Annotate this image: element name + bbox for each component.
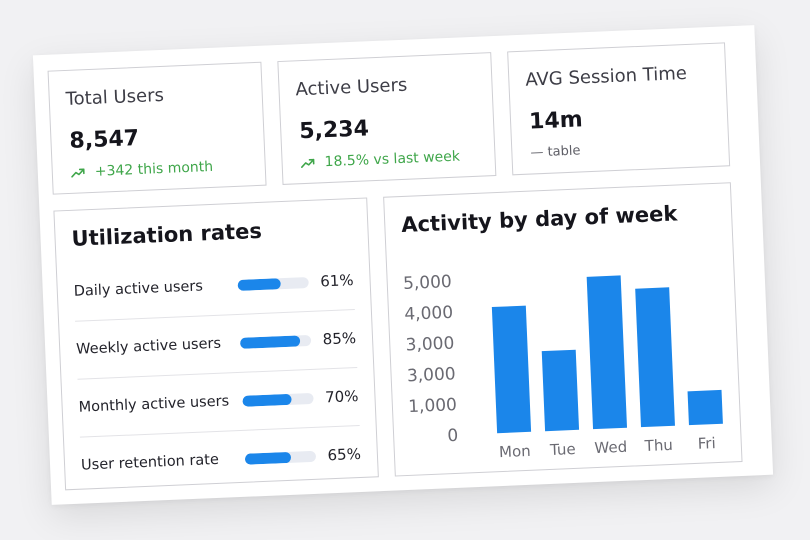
utilization-percent: 70% <box>324 386 359 407</box>
stat-label: Total Users <box>65 84 165 110</box>
stat-delta-text: 18.5% vs last week <box>324 148 461 171</box>
y-tick-label: 4,000 <box>404 303 453 325</box>
stat-subtext: — table <box>530 143 581 161</box>
stat-value: 14m <box>528 107 584 135</box>
x-tick-label: Mon <box>499 442 531 461</box>
stat-delta-text: +342 this month <box>94 158 214 180</box>
activity-bar-chart: 0 1,000 3,000 3,000 4,000 5,000 Mon Tue Wed Thu Fr… <box>403 272 723 461</box>
utilization-progress-bar <box>239 334 311 349</box>
utilization-label: Weekly active users <box>75 335 222 358</box>
utilization-progress-fill <box>237 277 281 291</box>
stat-value: 5,234 <box>298 116 370 145</box>
utilization-label: Monthly active users <box>78 393 230 416</box>
utilization-progress-fill <box>241 393 293 407</box>
trend-up-icon <box>301 158 315 168</box>
y-tick-label: 3,000 <box>407 364 456 386</box>
stat-value: 8,547 <box>69 125 140 154</box>
bar-thu <box>635 287 675 428</box>
utilization-progress-fill <box>244 451 291 465</box>
utilization-label: User retention rate <box>80 451 220 474</box>
x-tick-label: Wed <box>594 438 627 457</box>
utilization-percent: 85% <box>322 329 357 349</box>
bar-fri <box>687 389 723 426</box>
stat-label: Active Users <box>295 74 408 101</box>
utilization-progress-bar <box>237 276 309 291</box>
stat-delta: +342 this month <box>71 158 214 181</box>
stat-label: AVG Session Time <box>524 62 688 91</box>
utilization-card: Utilization rates Daily active users 61%… <box>53 197 379 491</box>
stat-card-active-users: Active Users 5,234 18.5% vs last week <box>277 52 497 185</box>
y-tick-label: 0 <box>447 426 459 446</box>
stat-card-avg-session: AVG Session Time 14m — table <box>507 42 731 176</box>
bar-tue <box>541 349 580 432</box>
x-tick-label: Tue <box>549 440 576 459</box>
stat-delta: 18.5% vs last week <box>300 149 460 172</box>
utilization-percent: 61% <box>319 271 354 291</box>
utilization-progress-bar <box>241 392 314 407</box>
utilization-label: Daily active users <box>73 278 204 300</box>
bar-wed <box>586 275 628 430</box>
x-tick-label: Thu <box>643 436 673 455</box>
trend-up-icon <box>71 168 85 178</box>
y-tick-label: 1,000 <box>408 395 457 417</box>
utilization-row: User retention rate 65% <box>80 425 362 495</box>
activity-chart-card: Activity by day of week 0 1,000 3,000 3,000… <box>383 182 743 477</box>
y-tick-label: 3,000 <box>405 334 454 356</box>
x-tick-label: Fri <box>697 434 716 453</box>
y-tick-label: 5,000 <box>403 272 452 294</box>
bar-mon <box>491 305 532 434</box>
utilization-progress-fill <box>239 334 301 349</box>
utilization-progress-bar <box>244 450 316 465</box>
dashboard-board: Total Users 8,547 +342 this month Active… <box>32 25 774 505</box>
utilization-title: Utilization rates <box>71 218 263 251</box>
stat-card-total-users: Total Users 8,547 +342 this month <box>47 61 267 195</box>
utilization-percent: 65% <box>327 444 362 465</box>
